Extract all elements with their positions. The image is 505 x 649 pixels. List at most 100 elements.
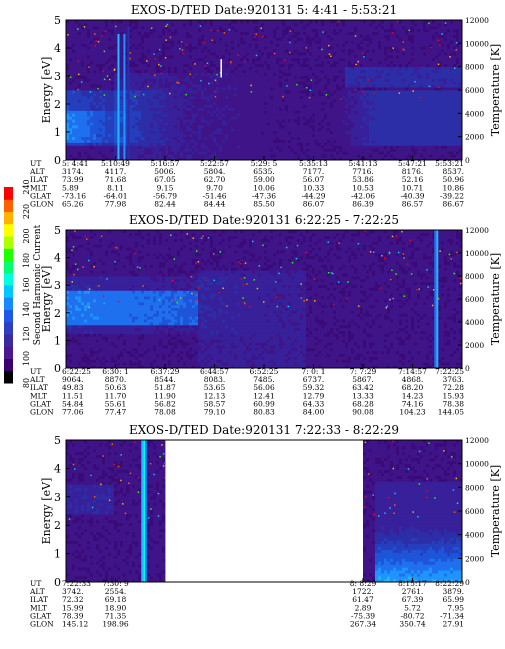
heatmap-cell [153,43,157,47]
heatmap-cell [174,66,178,70]
heatmap-cell [141,55,145,59]
heatmap-cell [171,20,175,24]
heatmap-cell [138,63,142,68]
heatmap-cell [330,130,334,135]
heatmap-cell [303,151,307,155]
heatmap-cell [264,75,268,79]
heatmap-cell [180,72,184,76]
heatmap-cell [165,101,169,105]
heatmap-cell [222,78,226,82]
heatmap-cell [141,104,145,108]
heatmap-cell [228,87,232,91]
heatmap-cell [225,75,229,79]
heatmap-cell [276,95,280,100]
heatmap-cell [201,95,205,100]
heatmap-cell [153,22,157,27]
heatmap-cell [240,60,244,65]
heatmap-cell [243,148,247,152]
heatmap-cell [306,40,310,44]
heatmap-cell [282,139,286,143]
heatmap-cell [72,90,76,94]
heatmap-cell [105,57,109,62]
heatmap-cell [324,87,328,91]
heatmap-cell [363,122,367,126]
heatmap-cell [138,84,142,88]
heatmap-cell [210,154,214,158]
heatmap-cell [252,90,256,94]
heatmap-cell [342,25,346,30]
heatmap-cell [267,72,271,76]
heatmap-cell [99,31,103,35]
heatmap-cell [111,34,115,38]
heatmap-cell [357,69,361,73]
heatmap-cell [252,55,256,59]
heatmap-cell [336,22,340,27]
heatmap-cell [219,104,223,108]
heatmap-cell [276,127,280,132]
heatmap-cell [228,55,232,59]
heatmap-cell [222,127,226,132]
heatmap-cell [327,110,331,114]
heatmap-cell [231,154,235,158]
heatmap-cell [120,37,124,41]
heatmap-cell [288,31,292,35]
heatmap-cell [366,125,370,129]
heatmap-cell [261,81,265,85]
heatmap-cell [351,136,355,140]
heatmap-cell [141,101,145,105]
heatmap-cell [324,78,328,82]
heatmap-cell [351,49,355,53]
heatmap-cell [348,113,352,117]
heatmap-cell [165,75,169,79]
heatmap-cell [150,107,154,111]
heatmap-cell [237,127,241,132]
heatmap-cell [129,104,133,108]
heatmap-cell [93,127,97,132]
heatmap-cell [90,139,94,143]
heatmap-cell [150,145,154,149]
heatmap-cell [249,101,253,105]
heatmap-cell [216,69,220,73]
heatmap-cell [330,133,334,138]
heatmap-cell [99,145,103,149]
heatmap-cell [192,52,196,56]
heatmap-cell [264,22,268,27]
heatmap-cell [219,46,223,50]
heatmap-cell [156,116,160,120]
heatmap-cell [168,90,172,94]
heatmap-cell [357,81,361,85]
heatmap-cell [189,101,193,105]
heatmap-cell [189,49,193,53]
heatmap-cell [306,69,310,73]
heatmap-cell [81,101,85,105]
heatmap-cell [294,81,298,85]
heatmap-cell [168,84,172,88]
heatmap-cell [132,72,136,76]
heatmap-cell [81,125,85,129]
heatmap-cell [285,145,289,149]
heatmap-cell [153,110,157,114]
heatmap-cell [159,37,163,41]
heatmap-cell [363,28,367,33]
heatmap-cell [351,84,355,88]
heatmap-cell [96,60,100,65]
heatmap-cell [198,63,202,68]
heatmap-cell [81,78,85,82]
heatmap-cell [267,145,271,149]
heatmap-cell [360,60,364,65]
heatmap-cell [105,81,109,85]
heatmap-cell [75,20,79,24]
heatmap-cell [138,55,142,59]
heatmap-cell [120,136,124,140]
heatmap-cell [213,72,217,76]
heatmap-cell [144,92,148,97]
heatmap-cell [147,57,151,62]
heatmap-cell [327,40,331,44]
heatmap-cell [192,104,196,108]
heatmap-cell [366,25,370,30]
heatmap-cell [168,55,172,59]
heatmap-cell [276,69,280,73]
heatmap-cell [132,95,136,100]
heatmap-cell [93,119,97,123]
heatmap-cell [93,55,97,59]
